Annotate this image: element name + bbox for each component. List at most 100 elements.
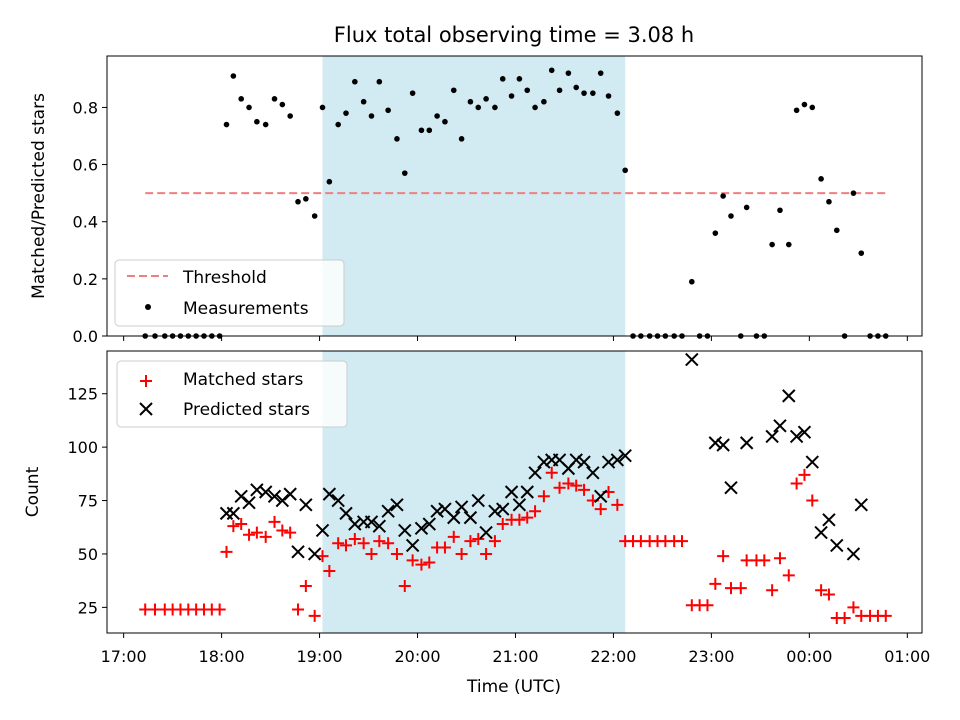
matched-star-marker (220, 545, 233, 558)
measurement-point (238, 96, 245, 102)
predicted-star-marker (805, 455, 819, 469)
predicted-star-marker (814, 525, 828, 540)
x-tick-label: 01:00 (884, 647, 930, 666)
ratio-panel-frame (106, 55, 923, 337)
predicted-star-marker (322, 487, 337, 501)
legend-threshold-label: Threshold (182, 268, 267, 288)
predicted-star-marker (307, 547, 322, 561)
measurement-point (467, 98, 474, 105)
predicted-star-marker (593, 489, 608, 503)
measurement-point (581, 90, 587, 96)
measurement-point (818, 176, 824, 182)
measurement-point (499, 76, 506, 82)
ratio-legend-box (114, 259, 345, 327)
count-panel-frame (106, 350, 923, 634)
matched-star-marker (611, 498, 624, 511)
legend-measurements-label: Measurements (183, 299, 309, 319)
matched-star-marker (276, 524, 289, 537)
matched-star-marker (423, 556, 436, 569)
measurement-point (809, 104, 816, 111)
count-panel-axes: 25 50 75 100 125 (67, 385, 908, 638)
matched-star-marker (390, 547, 403, 560)
measurement-point (712, 230, 719, 236)
measurement-point (368, 113, 375, 119)
measurement-point (319, 104, 326, 111)
measurement-point (826, 198, 832, 205)
ratio-panel: 0.00.20.40.60.8 Matched/Predicted stars … (29, 55, 923, 346)
predicted-star-marker (537, 455, 551, 469)
y-tick-label: 0.8 (73, 98, 98, 117)
measurement-point (246, 104, 252, 111)
predicted-star-marker (708, 436, 723, 450)
predicted-star-marker (275, 493, 290, 508)
observing-window-band (322, 351, 626, 633)
legend-matched-swatch (140, 375, 152, 387)
measurement-point (376, 78, 383, 85)
predicted-star-marker (242, 495, 256, 510)
predicted-star-marker (454, 500, 469, 514)
predicted-star-marker (789, 429, 804, 444)
chart-title: Flux total observing time = 3.08 h (334, 23, 694, 47)
matched-star-marker (299, 580, 312, 592)
measurement-point (295, 198, 301, 205)
matched-star-marker (766, 584, 779, 597)
count-y-axis-label: Count (23, 466, 43, 517)
measurement-point (418, 127, 425, 134)
predicted-star-marker (398, 523, 412, 538)
x-tick-label: 20:00 (394, 647, 440, 666)
matched-star-marker (365, 547, 378, 560)
matched-star-marker (709, 577, 722, 590)
matched-star-marker (464, 535, 477, 548)
measurement-point (785, 241, 792, 248)
measurement-point (426, 127, 433, 134)
predicted-star-marker (226, 506, 241, 521)
x-axis-label: Time (UTC) (466, 677, 561, 697)
measurement-point (335, 121, 341, 128)
predicted-star-marker (390, 498, 404, 512)
measurement-point (287, 113, 293, 119)
predicted-star-marker (685, 352, 699, 367)
matched-star-marker (415, 558, 428, 571)
predicted-star-marker (447, 510, 461, 525)
legend-matched-label: Matched stars (183, 370, 303, 390)
measurement-point (590, 90, 596, 96)
measurement-point (597, 70, 604, 76)
predicted-star-marker (854, 498, 868, 512)
predicted-star-marker (830, 538, 844, 553)
matched-star-marker (488, 535, 501, 548)
predicted-star-marker (822, 513, 836, 527)
matched-star-marker (798, 468, 811, 481)
measurement-point (728, 213, 734, 219)
matched-star-marker (815, 584, 828, 597)
measurement-point (279, 101, 286, 108)
predicted-star-marker (372, 519, 387, 533)
measurement-point (541, 98, 547, 105)
predicted-star-marker (586, 466, 600, 480)
matched-star-marker (340, 539, 353, 552)
predicted-star-marker (479, 525, 493, 540)
matched-star-marker (213, 603, 226, 616)
predicted-star-marker (463, 510, 478, 525)
measurement-point (605, 93, 612, 99)
matched-star-marker (676, 535, 689, 548)
predicted-star-marker (846, 547, 861, 561)
y-tick-label: 0.4 (73, 213, 98, 232)
matched-star-marker (773, 552, 786, 565)
matched-star-marker (292, 603, 305, 616)
matched-star-marker (578, 483, 591, 496)
measurement-point (271, 96, 278, 102)
x-tick-label: 17:00 (101, 647, 147, 666)
x-tick-label: 23:00 (688, 647, 734, 666)
predicted-star-marker (512, 498, 527, 512)
matched-star-marker (838, 612, 851, 625)
matched-star-marker (545, 466, 558, 479)
matched-star-marker (227, 520, 240, 533)
measurement-point (858, 250, 865, 256)
matched-star-marker (323, 565, 336, 578)
y-tick-label: 25 (78, 598, 98, 617)
measurement-point (360, 98, 367, 105)
measurement-point (475, 104, 482, 111)
predicted-star-marker (765, 429, 779, 444)
predicted-star-marker (520, 485, 534, 499)
predicted-star-marker (724, 481, 738, 495)
